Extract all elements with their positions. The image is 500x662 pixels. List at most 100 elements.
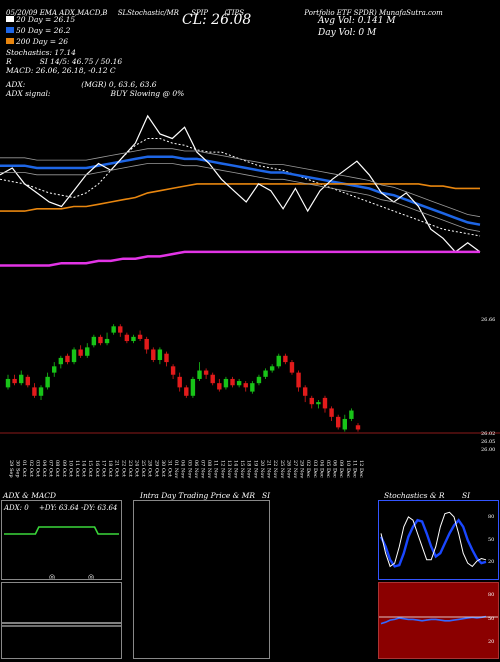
candle-body: [111, 326, 116, 333]
legend-r: R SI 14/5: 46.75 / 50.16: [6, 57, 123, 66]
x-tick-label: 14 Nov: [233, 460, 239, 478]
avg-volume: Avg Vol: 0.141 M: [318, 16, 396, 26]
legend-ma50-swatch: [6, 27, 14, 33]
legend-adx-signal: ADX signal: BUY Slowing @ 0%: [6, 89, 185, 98]
r-tick-80: 80: [488, 592, 494, 598]
intraday-panel: [133, 500, 270, 659]
x-tick-label: 04 Oct: [41, 460, 47, 477]
x-tick-label: 28 Oct: [147, 460, 153, 477]
candle-body: [230, 378, 235, 386]
candle-body: [157, 349, 163, 360]
x-tick-label: 04 Dec: [318, 460, 324, 478]
price-label-3: 26.05: [481, 439, 495, 445]
x-tick-label: 12 Dec: [358, 460, 364, 478]
stoch-tick-50: 50: [488, 537, 494, 543]
adx-macd-title: ADX & MACD: [3, 491, 57, 500]
price-label-4: 26.00: [481, 447, 495, 453]
stoch-svg: 80 50 20: [379, 511, 494, 568]
legend-ma200-swatch: [6, 38, 14, 44]
price-ma-chart: [0, 114, 481, 267]
r-lines: [379, 615, 498, 625]
x-tick-label: 03 Dec: [312, 460, 318, 478]
candle-body: [256, 376, 262, 384]
candle-body: [45, 376, 50, 388]
series-50-day: [0, 155, 481, 226]
candle-body: [263, 370, 268, 377]
adx-value-text: ADX: 0: [3, 504, 29, 512]
header-bar: 05/20/09 EMA ADX,MACD,B SLStochastic/MR …: [6, 9, 443, 17]
candles: [5, 324, 361, 432]
candle-body: [137, 334, 143, 339]
adx-marker-a: ◎: [49, 573, 55, 579]
intraday-title: Intra Day Trading Price & MR: [140, 491, 256, 500]
x-tick-label: 25 Nov: [279, 460, 285, 478]
candle-body: [118, 326, 123, 333]
x-tick-label: 13 Nov: [226, 460, 232, 478]
x-tick-label: 06 Nov: [193, 460, 199, 478]
header-tips: (TIPS: [224, 9, 245, 17]
x-tick-label: 22 Oct: [120, 460, 126, 477]
header-indicators: ADX,MACD,B: [59, 9, 108, 17]
candle-body: [283, 355, 288, 363]
candle-body: [38, 387, 44, 396]
x-tick-label: 21 Nov: [266, 460, 272, 478]
series-200-day: [0, 183, 480, 212]
x-tick-label: 07 Nov: [200, 460, 206, 478]
price-label-1: 26.66: [481, 317, 495, 323]
candle-body: [151, 349, 156, 360]
close-label: CL: 26.08: [182, 12, 252, 28]
r-tick-50: 50: [488, 616, 494, 622]
candle-body: [78, 349, 83, 356]
stoch-si: SI: [462, 491, 471, 500]
candle-body: [124, 334, 130, 342]
candle-body: [276, 355, 281, 367]
candle-body: [184, 387, 189, 396]
candle-body: [164, 353, 169, 363]
adx-series-line: [4, 526, 119, 535]
x-tick-label: 17 Oct: [100, 460, 106, 477]
candle-body: [32, 387, 37, 396]
x-tick-label: 22 Nov: [272, 460, 278, 478]
stoch-tick-20: 20: [488, 559, 494, 565]
x-tick-label: 31 Oct: [166, 460, 172, 477]
candle-body: [322, 397, 328, 409]
price-label-2: 26.02: [481, 431, 495, 437]
stoch-lines: [379, 511, 487, 568]
day-volume: Day Vol: 0 M: [318, 28, 377, 38]
candle-body: [177, 376, 182, 388]
candle-chart: 29 Sep 30 Sep 01 Oct 02 Oct 03 Oct 04 Oct 07 O…: [0, 317, 500, 478]
candle-body: [217, 383, 222, 390]
x-tick-label: 20 Nov: [259, 460, 265, 478]
x-tick-label: 08 Oct: [54, 460, 60, 477]
header-ticker: SPIP: [191, 9, 209, 17]
minus-dy-text: -DY: 63.64: [81, 504, 117, 512]
candle-body: [210, 374, 215, 384]
adx-panel: ADX: 0 +DY: 63.64 -DY: 63.64 ◎ ◎: [1, 500, 122, 581]
candle-body: [85, 347, 90, 356]
adx-marker-b: ◎: [88, 573, 94, 579]
candle-body: [296, 372, 301, 388]
r-svg: 80 50 20: [379, 592, 498, 645]
envelope-line-1: [0, 163, 481, 232]
candle-body: [250, 383, 255, 392]
x-tick-label: 29 Oct: [153, 460, 159, 477]
x-tick-label: 04 Nov: [180, 460, 186, 478]
candle-body: [144, 338, 149, 350]
x-tick-label: 25 Oct: [140, 460, 146, 477]
x-axis-labels: 29 Sep 30 Sep 01 Oct 02 Oct 03 Oct 04 Oct 07 O…: [8, 460, 364, 478]
stoch-r: [380, 511, 487, 568]
x-tick-label: 23 Oct: [127, 460, 133, 477]
candle-body: [342, 418, 347, 430]
candle-body: [203, 370, 209, 375]
candle-body: [302, 387, 308, 396]
legend-ma200: 200 Day = 26: [6, 37, 68, 46]
x-tick-label: 02 Oct: [28, 460, 34, 477]
candle-body: [91, 336, 97, 346]
x-tick-label: 11 Oct: [74, 460, 80, 477]
x-tick-label: 01 Nov: [173, 460, 179, 478]
candle-body: [316, 402, 321, 405]
candle-body: [5, 378, 11, 388]
candle-body: [243, 383, 248, 388]
x-tick-label: 18 Nov: [246, 460, 252, 478]
x-tick-label: 06 Dec: [332, 460, 338, 478]
